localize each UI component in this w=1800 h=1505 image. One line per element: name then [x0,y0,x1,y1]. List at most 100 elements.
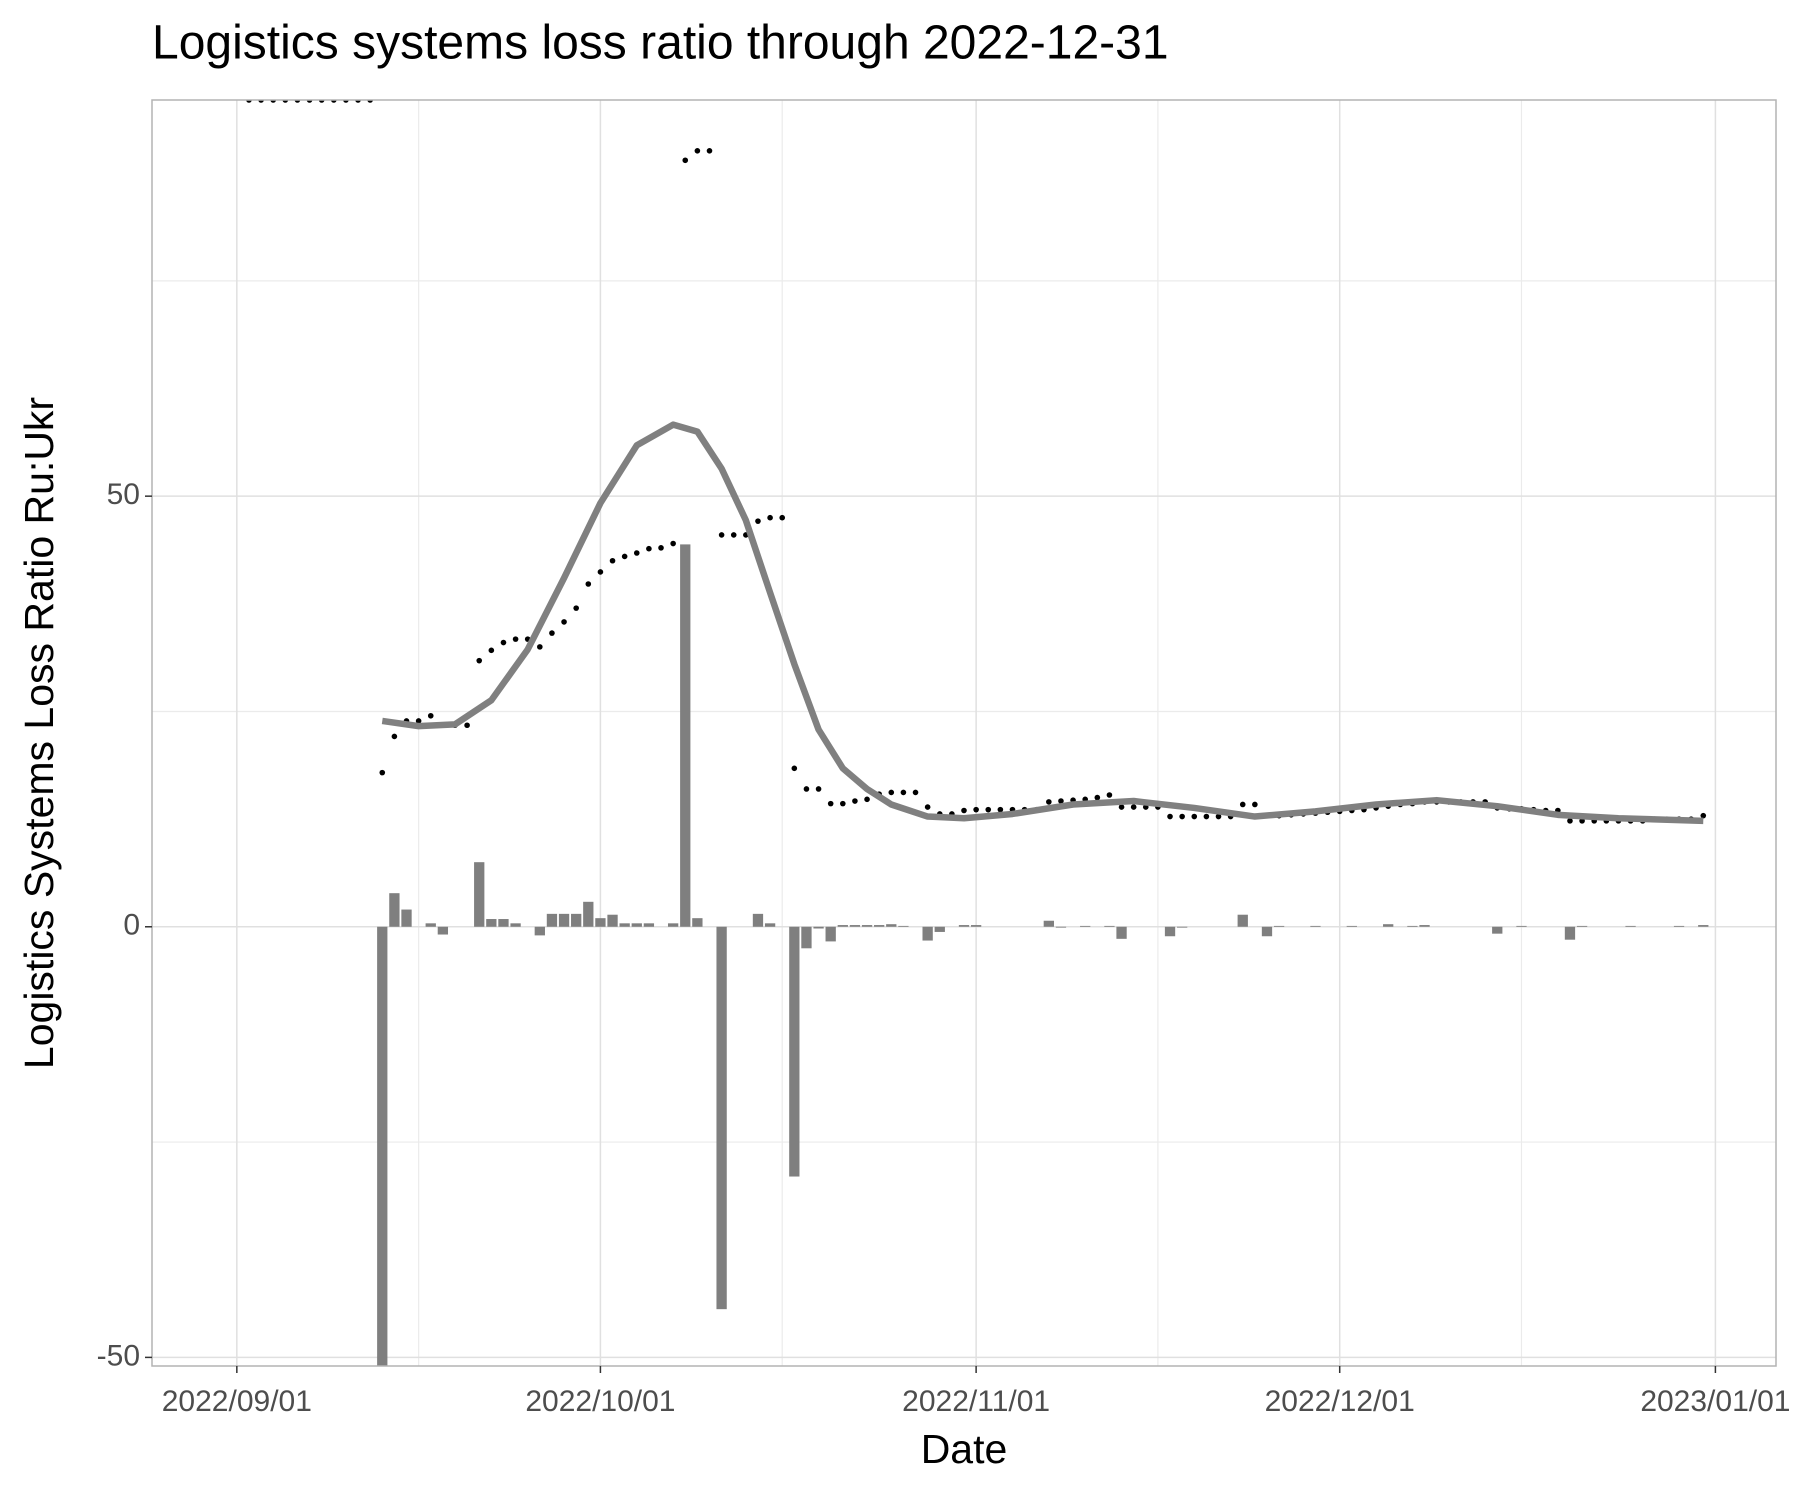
bar [607,914,618,927]
bar [1673,925,1685,927]
point [779,514,786,521]
point [694,148,701,154]
point [755,518,761,524]
bar [1116,926,1127,939]
point [670,540,676,547]
bar [631,923,642,927]
point [658,545,664,551]
point [1700,812,1707,819]
bar [861,925,873,927]
point [488,647,495,654]
bar [922,926,933,941]
bar [1164,926,1176,937]
point [537,644,543,650]
bar [619,923,630,927]
point [427,712,434,719]
point [997,806,1004,813]
bar [1698,925,1709,927]
point [500,639,507,646]
bar [389,893,400,927]
point [1239,801,1246,808]
bar [486,919,497,927]
bar [474,862,485,927]
bar [1383,924,1394,927]
point [561,619,567,625]
point [852,798,858,804]
point [1191,813,1198,820]
bar [571,913,582,927]
point [961,807,967,814]
point [985,806,992,813]
point [1179,813,1185,820]
bar [546,913,558,927]
x-tick-label: 2022/12/01 [1265,1385,1415,1418]
bar [1419,925,1430,927]
x-tick-label: 2022/09/01 [162,1385,312,1418]
smooth-line [381,421,1704,825]
bar [837,925,848,927]
point [718,532,725,538]
bar [1346,925,1357,927]
point [476,657,483,664]
bar [1492,926,1503,934]
point [646,545,652,552]
point [633,550,640,556]
point [924,804,931,810]
point [791,765,798,772]
grid [152,100,1776,1366]
bar [1273,925,1285,927]
y-axis-title: Logistics Systems Loss Ratio Ru:Ukr [16,397,62,1069]
point [827,800,834,807]
bar [1261,926,1273,937]
bar [643,923,655,927]
bar [1564,926,1576,940]
bar [377,926,388,1366]
point [815,786,822,792]
bar [849,925,861,927]
bar [898,925,909,927]
bar [558,913,570,927]
bar [1516,925,1527,927]
point [1058,798,1064,804]
bar [825,926,836,942]
bar [1310,925,1321,927]
bar [437,926,449,935]
y-tick-label: -50 [97,1339,140,1372]
point [864,796,870,803]
point [379,769,386,776]
point [464,722,470,729]
point [609,557,616,564]
point [621,553,628,560]
point [1252,801,1258,808]
point [900,789,907,796]
point [415,718,422,724]
y-tick-label: 0 [123,909,140,942]
point [512,636,519,642]
chart-title: Logistics systems loss ratio through 202… [152,17,1169,70]
point [573,605,579,611]
bar [1043,920,1054,927]
bar [970,925,982,927]
point [1118,804,1125,810]
bar [1625,925,1636,927]
bar [1080,925,1091,927]
x-tick-label: 2022/11/01 [902,1385,1050,1418]
x-axis-title: Date [921,1426,1008,1472]
point [597,569,604,575]
point [767,514,773,521]
bar [716,926,727,1310]
point [1203,813,1210,820]
point [730,532,737,538]
point [1094,794,1101,801]
x-tick-label: 2023/01/01 [1640,1385,1790,1418]
plot-marks [246,100,1709,1366]
bar [595,918,606,927]
point [391,733,398,740]
bar [534,926,545,936]
bar [1407,925,1418,927]
point [706,148,713,154]
point [888,789,895,796]
point [1106,792,1113,798]
